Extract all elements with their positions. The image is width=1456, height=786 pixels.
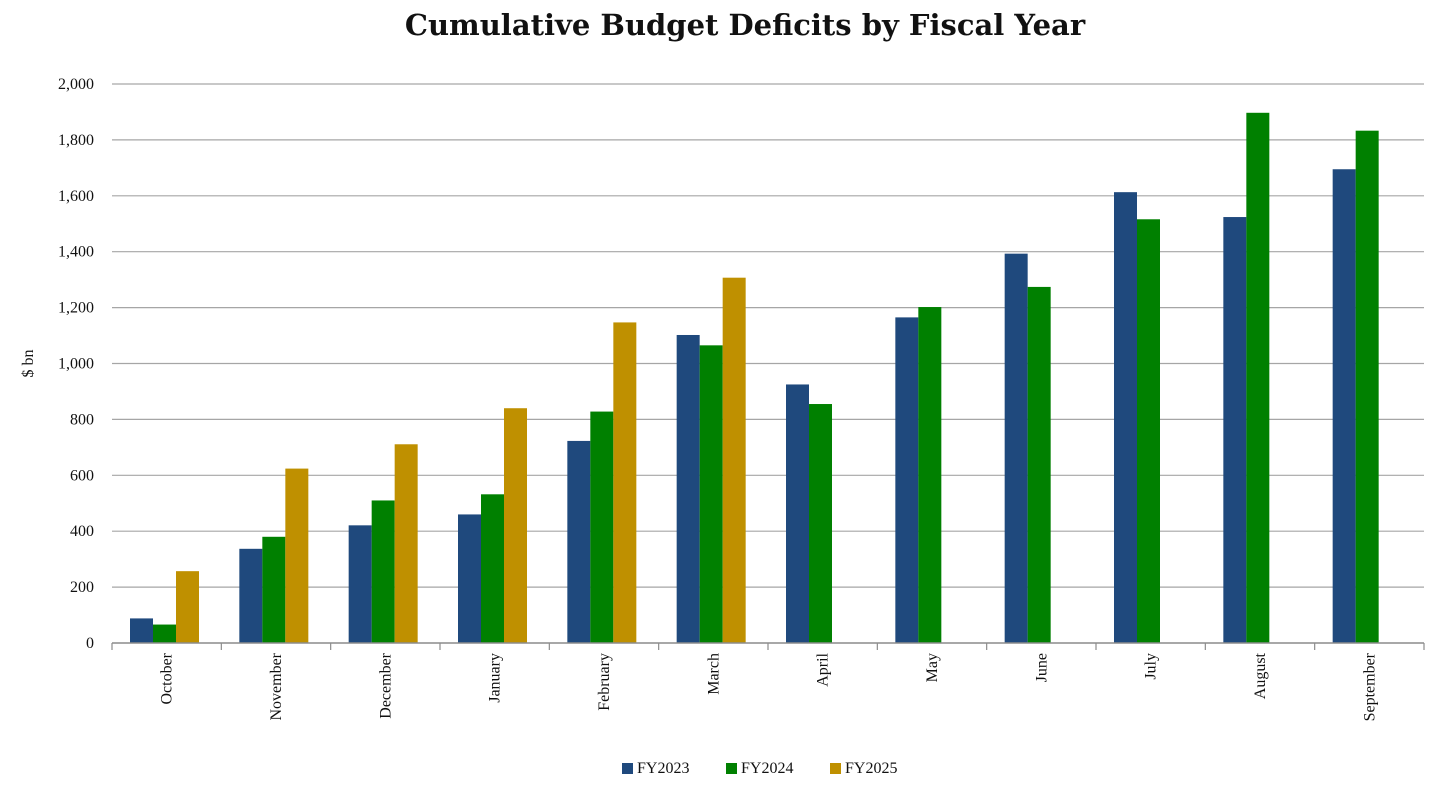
x-tick-label: September	[1361, 652, 1378, 721]
bar-fy2025-november	[285, 468, 309, 643]
bar-fy2024-march	[699, 345, 723, 643]
bar-fy2023-march	[676, 334, 700, 643]
y-tick-label: 1,200	[58, 300, 94, 317]
bar-fy2023-february	[567, 440, 591, 643]
legend-label: FY2024	[741, 760, 793, 777]
x-tick-label: August	[1252, 652, 1269, 699]
bar-fy2024-november	[262, 536, 286, 643]
y-tick-label: 0	[86, 635, 94, 652]
bar-fy2024-august	[1246, 112, 1270, 643]
bar-fy2023-may	[895, 317, 919, 643]
x-tick-label: February	[596, 653, 613, 711]
bar-fy2024-october	[153, 624, 176, 643]
x-tick-label: July	[1143, 653, 1160, 680]
legend-item-fy2023: FY2023	[622, 760, 689, 777]
legend-swatch	[726, 763, 737, 774]
y-tick-label: 1,600	[58, 188, 94, 205]
bar-fy2025-march	[722, 277, 746, 643]
bar-fy2023-april	[786, 384, 809, 643]
bar-fy2023-december	[348, 525, 372, 643]
bar-fy2024-may	[918, 307, 942, 643]
y-tick-label: 2,000	[58, 76, 94, 93]
legend: FY2023 FY2024 FY2025	[622, 760, 897, 777]
bar-fy2023-june	[1004, 253, 1028, 643]
chart-title: Cumulative Budget Deficits by Fiscal Yea…	[405, 8, 1086, 42]
bar-fy2023-october	[130, 618, 153, 643]
y-tick-label: 1,000	[58, 356, 94, 373]
bar-fy2025-january	[504, 408, 527, 643]
y-tick-label: 1,400	[58, 244, 94, 261]
bar-fy2024-july	[1137, 219, 1160, 643]
bar-fy2023-november	[239, 548, 263, 643]
bar-fy2024-september	[1355, 130, 1379, 643]
x-tick-label: March	[705, 653, 722, 695]
x-axis	[111, 642, 1425, 650]
legend-label: FY2023	[637, 760, 689, 777]
x-tick-label: November	[268, 652, 285, 720]
bar-fy2025-december	[394, 444, 418, 643]
bar-fy2024-december	[371, 500, 395, 643]
legend-label: FY2025	[845, 760, 897, 777]
bar-fy2023-september	[1332, 169, 1356, 643]
legend-swatch	[830, 763, 841, 774]
bar-fy2024-april	[809, 404, 832, 643]
x-tick-label: December	[377, 652, 394, 718]
x-tick-label: May	[924, 653, 941, 682]
x-tick-label: January	[487, 653, 504, 703]
bar-fy2025-october	[176, 571, 199, 643]
y-tick-label: 200	[70, 579, 94, 596]
legend-item-fy2024: FY2024	[726, 760, 793, 777]
bar-fy2024-january	[481, 494, 504, 643]
bar-fy2023-january	[458, 514, 481, 643]
bar-fy2023-july	[1114, 192, 1137, 643]
x-tick-label: October	[159, 652, 176, 704]
y-tick-label: 400	[70, 523, 94, 540]
legend-item-fy2025: FY2025	[830, 760, 897, 777]
y-tick-label: 800	[70, 411, 94, 428]
bar-fy2024-june	[1027, 286, 1051, 643]
gridlines	[112, 83, 1424, 588]
y-axis-label: $ bn	[20, 350, 37, 378]
bar-fy2023-august	[1223, 217, 1247, 644]
y-axis-ticks: 0 200 400 600 800 1,000 1,200 1,400 1,600 1,800 2,…	[58, 76, 94, 652]
bars	[130, 112, 1379, 644]
y-tick-label: 600	[70, 467, 94, 484]
bar-fy2025-february	[613, 322, 637, 643]
bar-fy2024-february	[590, 411, 614, 643]
x-tick-label: June	[1033, 653, 1050, 682]
legend-swatch	[622, 763, 633, 774]
x-tick-label: April	[815, 652, 832, 686]
x-axis-categories: October November December January February Ma…	[159, 652, 1379, 721]
y-tick-label: 1,800	[58, 132, 94, 149]
